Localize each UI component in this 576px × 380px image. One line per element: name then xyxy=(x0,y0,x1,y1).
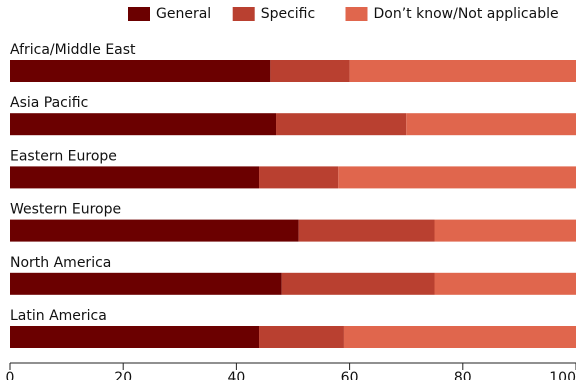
row-asia-pacific: Asia Pacific xyxy=(10,95,576,136)
x-tick-label: 40 xyxy=(227,370,245,380)
x-tick-label: 60 xyxy=(341,370,359,380)
bar-specific xyxy=(276,113,407,136)
bar-specific xyxy=(259,326,344,348)
x-tick-label: 100 xyxy=(549,370,576,380)
legend-label-don-t-know-not-applicable: Don’t know/Not applicable xyxy=(374,6,559,22)
bar-general xyxy=(10,272,282,295)
bar-general xyxy=(10,166,260,189)
bars: Africa/Middle East Asia Pacific Eastern Eu… xyxy=(10,42,576,348)
legend-item-general: General xyxy=(128,6,211,22)
legend-item-specific: Specific xyxy=(232,6,316,22)
row-latin-america: Latin America xyxy=(10,308,576,348)
bar-don-t-know-not-applicable xyxy=(406,113,576,136)
bar-don-t-know-not-applicable xyxy=(434,272,576,295)
legend-swatch-general xyxy=(128,7,150,21)
bar-don-t-know-not-applicable xyxy=(338,166,576,189)
bar-specific xyxy=(270,60,350,82)
legend-item-don-t-know-not-applicable: Don’t know/Not applicable xyxy=(345,6,559,22)
bar-general xyxy=(10,60,271,82)
legend: General Specific Don’t know/Not applicable xyxy=(128,6,559,22)
bar-specific xyxy=(298,219,435,242)
category-label: North America xyxy=(10,255,111,271)
category-label: Africa/Middle East xyxy=(10,42,136,58)
legend-label-specific: Specific xyxy=(261,6,316,22)
bar-general xyxy=(10,219,299,242)
category-label: Latin America xyxy=(10,308,107,324)
x-tick-label: 80 xyxy=(454,370,472,380)
bar-don-t-know-not-applicable xyxy=(349,60,576,82)
row-north-america: North America xyxy=(10,255,576,295)
row-eastern-europe: Eastern Europe xyxy=(10,148,576,189)
legend-swatch-don-t-know-not-applicable xyxy=(345,7,368,21)
legend-label-general: General xyxy=(156,6,211,22)
bar-don-t-know-not-applicable xyxy=(434,219,576,242)
row-western-europe: Western Europe xyxy=(10,202,576,242)
bar-general xyxy=(10,326,260,348)
category-label: Asia Pacific xyxy=(10,95,88,111)
x-axis: 0 20 40 60 80 100 xyxy=(6,362,576,380)
x-tick-label: 20 xyxy=(114,370,132,380)
category-label: Western Europe xyxy=(10,202,121,218)
bar-don-t-know-not-applicable xyxy=(343,326,576,348)
bar-general xyxy=(10,113,277,136)
row-africa-middle-east: Africa/Middle East xyxy=(10,42,576,82)
bar-specific xyxy=(259,166,339,189)
bar-specific xyxy=(281,272,435,295)
x-tick-label: 0 xyxy=(6,370,15,380)
category-label: Eastern Europe xyxy=(10,148,117,164)
legend-swatch-specific xyxy=(232,7,255,21)
